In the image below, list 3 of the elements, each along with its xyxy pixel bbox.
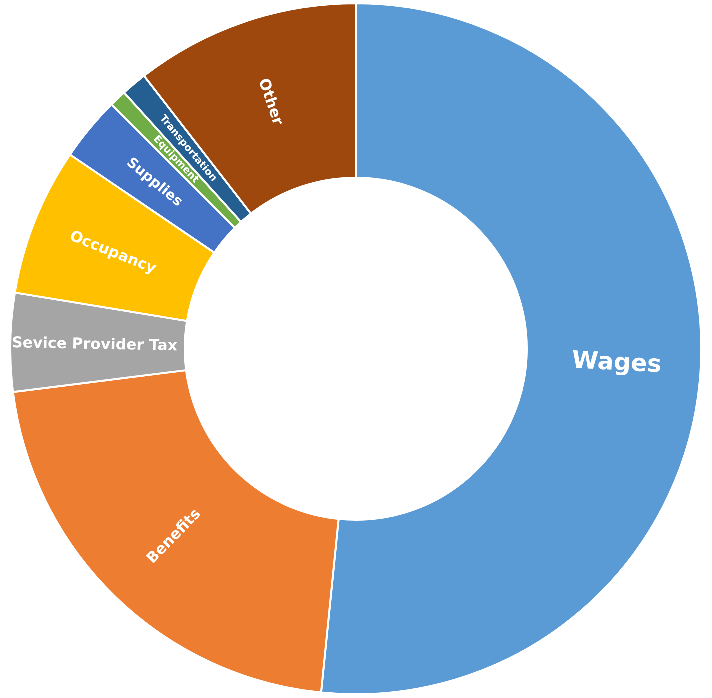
slice-label: Wages [572,346,662,378]
slice-label: Other [255,76,288,128]
slice-label: Sevice Provider Tax [12,334,178,355]
